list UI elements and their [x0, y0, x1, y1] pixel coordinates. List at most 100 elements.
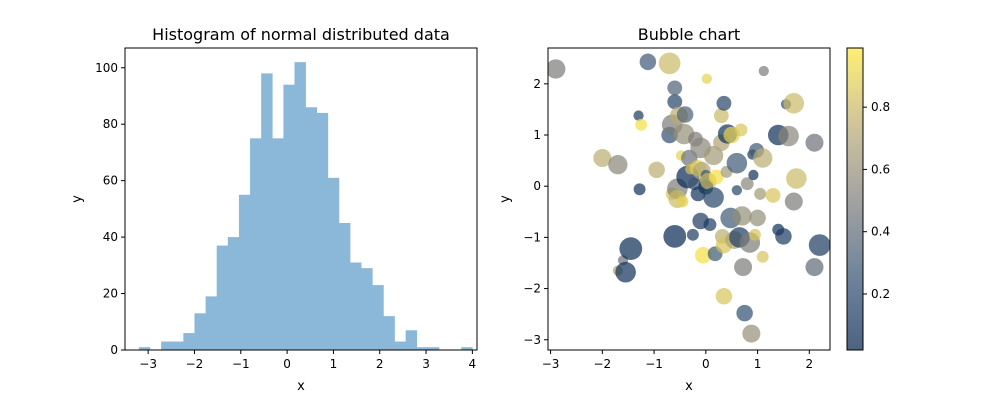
histogram-bar: [161, 341, 173, 350]
bubble-point: [676, 106, 694, 123]
y-tick-label: 1: [533, 128, 541, 142]
histogram-bar: [227, 237, 240, 350]
x-tick-label: 2: [376, 357, 384, 371]
bubble-point: [775, 228, 792, 245]
bubble-point: [734, 123, 748, 137]
y-tick-label: −1: [523, 230, 541, 244]
histogram-title: Histogram of normal distributed data: [152, 25, 450, 44]
bubble-point: [716, 95, 732, 111]
bubble-point: [694, 247, 712, 264]
bubble-point: [805, 133, 824, 152]
colorbar-frame: [846, 47, 864, 351]
bubble-point: [635, 118, 648, 131]
histogram-x-label: x: [297, 379, 305, 394]
x-tick-label: 1: [754, 357, 762, 371]
y-tick-label: 2: [533, 77, 541, 91]
bubble-y-label: y: [498, 195, 513, 203]
bubble-point: [686, 228, 699, 241]
bubble-point: [593, 149, 612, 168]
bubble-points: [548, 52, 830, 343]
histogram-bar: [361, 268, 373, 350]
bubble-point: [713, 108, 729, 123]
histogram-bar: [294, 62, 306, 350]
bubble-point: [608, 155, 628, 175]
bubble-point: [749, 209, 766, 227]
x-tick-label: 0: [283, 357, 291, 371]
histogram-y-label: y: [70, 195, 85, 203]
histogram-bar: [194, 313, 206, 350]
histogram-panel: Histogram of normal distributed data −3 −…: [70, 25, 478, 394]
bubble-point: [548, 59, 566, 79]
bubble-point: [701, 73, 712, 84]
histogram-bar: [138, 347, 151, 350]
x-tick-label: 2: [805, 357, 813, 371]
histogram-bar: [261, 73, 273, 351]
bubble-point: [731, 185, 742, 196]
bubble-point: [758, 65, 769, 77]
histogram-y-ticks: 0 20 40 60 80 100: [95, 61, 125, 357]
x-tick-label: 4: [469, 357, 477, 371]
bubble-point: [732, 206, 752, 226]
x-tick-label: −2: [186, 357, 204, 371]
colorbar: 0.2 0.4 0.6 0.8: [846, 47, 890, 351]
bubble-point: [619, 237, 643, 261]
bubble-point: [765, 187, 781, 203]
bubble-y-ticks: −3 −2 −1 0 1 2: [523, 77, 548, 347]
x-tick-label: −1: [232, 357, 250, 371]
bubble-point: [740, 177, 754, 191]
histogram-bar: [461, 347, 473, 350]
x-tick-label: −2: [593, 357, 611, 371]
bubble-point: [639, 53, 657, 71]
y-tick-label: 20: [103, 287, 118, 301]
histogram-bar: [272, 138, 284, 350]
bubble-point: [748, 169, 759, 181]
histogram-bar: [327, 177, 340, 350]
histogram-bar: [238, 194, 251, 350]
bubble-point: [726, 152, 748, 174]
bubble-point: [734, 258, 753, 277]
bubble-point: [648, 161, 665, 179]
colorbar-tick-label: 0.8: [871, 100, 890, 114]
histogram-x-ticks: −3 −2 −1 0 1 2 3 4: [139, 350, 476, 371]
y-tick-label: 80: [103, 117, 118, 131]
y-tick-label: 0: [533, 179, 541, 193]
colorbar-tick-label: 0.6: [871, 162, 890, 176]
bubble-point: [808, 234, 830, 256]
bubble-title: Bubble chart: [638, 25, 740, 44]
histogram-bar: [216, 245, 229, 350]
x-tick-label: −3: [542, 357, 560, 371]
histogram-bar: [372, 285, 384, 350]
histogram-bar: [316, 112, 329, 350]
histogram-bar: [250, 138, 262, 350]
bubble-frame: [547, 47, 831, 351]
bubble-point: [753, 148, 773, 168]
bubble-point: [703, 145, 724, 166]
y-tick-label: 100: [95, 61, 118, 75]
histogram-bar: [405, 330, 418, 350]
bubble-point: [703, 218, 717, 232]
bubble-point: [715, 287, 733, 305]
histogram-bar: [305, 107, 318, 350]
bubble-point: [756, 250, 769, 263]
bubble-point: [742, 324, 761, 343]
y-tick-label: −2: [523, 282, 541, 296]
colorbar-tick-label: 0.4: [871, 225, 890, 239]
bubble-point: [703, 187, 724, 208]
histogram-bars: [138, 62, 473, 351]
bubble-point: [708, 169, 724, 185]
bubble-point: [736, 304, 753, 322]
bubble-x-label: x: [685, 379, 693, 394]
bubble-point: [778, 125, 799, 147]
bubble-point: [754, 187, 767, 200]
x-tick-label: −3: [139, 357, 157, 371]
bubble-x-ticks: −3 −2 −1 0 1 2: [542, 350, 813, 371]
histogram-bar: [350, 262, 362, 350]
x-tick-label: 3: [422, 357, 430, 371]
y-tick-label: 0: [110, 343, 118, 357]
histogram-bar: [383, 316, 395, 350]
bubble-point: [615, 261, 636, 283]
colorbar-fill: [847, 48, 863, 350]
y-tick-label: −3: [523, 333, 541, 347]
histogram-bar: [172, 341, 184, 350]
